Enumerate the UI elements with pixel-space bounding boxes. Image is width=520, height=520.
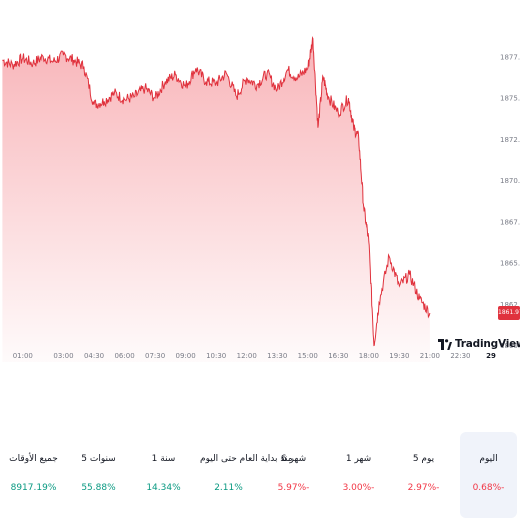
perf-cell-all-time[interactable]: جميع الأوقات 8917.19% — [5, 432, 62, 518]
y-tick-label: 1875.00 — [500, 95, 520, 103]
x-tick-label: 06:00 — [114, 352, 134, 360]
perf-value: 3.00%- — [342, 483, 375, 493]
perf-value: 2.11% — [214, 483, 243, 493]
x-tick-label: 21:00 — [420, 352, 440, 360]
perf-cell-1-month[interactable]: 1 شهر 3.00%- — [330, 432, 387, 518]
x-tick-label: 16:30 — [328, 352, 348, 360]
perf-label: 5 سنوات — [81, 454, 116, 464]
x-tick-label: 15:00 — [298, 352, 318, 360]
price-line — [2, 35, 431, 347]
perf-label: 1 سنة — [151, 454, 176, 464]
perf-label: 6 شهر — [280, 454, 307, 464]
perf-label: اليوم — [479, 454, 498, 464]
x-tick-label: 22:30 — [450, 352, 470, 360]
y-tick-label: 1862.50 — [500, 301, 520, 309]
perf-cell-5-days[interactable]: 5 يوم 2.97%- — [395, 432, 452, 518]
last-price-tag: 1861.97 — [498, 305, 520, 320]
perf-label: جميع الأوقات — [9, 454, 58, 464]
y-tick-label: 1872.50 — [500, 136, 520, 144]
performance-row: اليوم 0.68%- 5 يوم 2.97%- 1 شهر 3.00%- 6… — [0, 432, 520, 518]
perf-value: 55.88% — [81, 483, 116, 493]
x-tick-label: 07:30 — [145, 352, 165, 360]
perf-cell-5-years[interactable]: 5 سنوات 55.88% — [70, 432, 127, 518]
x-tick-label: 10:30 — [206, 352, 226, 360]
perf-value: 8917.19% — [10, 483, 57, 493]
perf-value: 2.97%- — [407, 483, 440, 493]
y-tick-label: 1877.50 — [500, 53, 520, 61]
y-tick-label: 1870.00 — [500, 177, 520, 185]
perf-value: 0.68%- — [472, 483, 505, 493]
perf-cell-ytd[interactable]: منذ بداية العام حتى اليوم 2.11% — [200, 432, 293, 518]
perf-cell-today[interactable]: اليوم 0.68%- — [460, 432, 517, 518]
x-tick-label: 19:30 — [389, 352, 409, 360]
perf-value: 14.34% — [146, 483, 181, 493]
perf-cell-1-year[interactable]: 1 سنة 14.34% — [135, 432, 192, 518]
price-chart[interactable]: 1877.50 1875.00 1872.50 1870.00 1867.50 1865.… — [0, 0, 520, 380]
y-tick-label: 1860.00 — [500, 342, 520, 350]
price-area-fill — [2, 37, 430, 363]
x-tick-label: 12:00 — [237, 352, 257, 360]
x-tick-label: 13:30 — [267, 352, 287, 360]
x-tick-label: 18:00 — [359, 352, 379, 360]
tradingview-watermark[interactable]: TradingView — [438, 333, 520, 355]
x-tick-label: 03:00 — [53, 352, 73, 360]
price-chart-svg[interactable]: 1877.50 1875.00 1872.50 1870.00 1867.50 1865.… — [0, 0, 520, 380]
perf-cell-6-months[interactable]: 6 شهر 5.97%- — [265, 432, 322, 518]
x-tick-label: 04:30 — [84, 352, 104, 360]
y-tick-label: 1867.50 — [500, 218, 520, 226]
y-tick-label: 1865.00 — [500, 260, 520, 268]
x-tick-label: 01:00 — [13, 352, 33, 360]
x-tick-label: 09:00 — [176, 352, 196, 360]
perf-label: 1 شهر — [345, 454, 372, 464]
tradingview-wordmark: TradingView — [455, 338, 520, 350]
perf-value: 5.97%- — [277, 483, 310, 493]
perf-label: منذ بداية العام حتى اليوم — [200, 454, 293, 464]
perf-label: 5 يوم — [412, 454, 435, 464]
tradingview-logo-icon — [438, 338, 452, 350]
x-tick-label: 29 — [486, 352, 496, 360]
